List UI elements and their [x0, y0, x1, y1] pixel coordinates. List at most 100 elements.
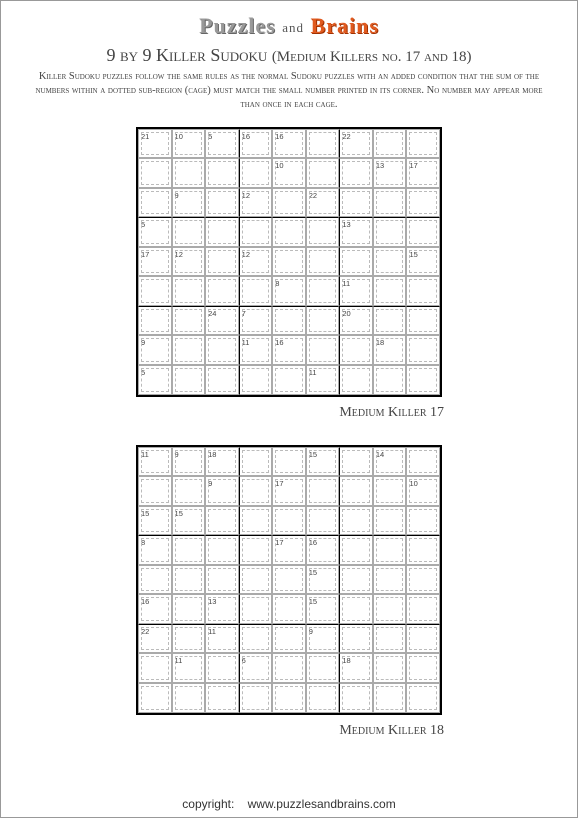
- sudoku-cell: [339, 476, 373, 506]
- sudoku-cell: [406, 188, 440, 218]
- cage-sum: 15: [309, 450, 317, 459]
- sudoku-cell: [272, 506, 306, 536]
- cage-sum: 17: [275, 479, 283, 488]
- sudoku-cell: 17: [272, 535, 306, 565]
- cage-sum: 17: [409, 161, 417, 170]
- sudoku-cell: 17: [406, 158, 440, 188]
- sudoku-cell: [406, 653, 440, 683]
- sudoku-cell: [205, 247, 239, 277]
- sudoku-cell: 15: [172, 506, 206, 536]
- sudoku-cell: [272, 217, 306, 247]
- sudoku-cell: [406, 624, 440, 654]
- cage-sum: 11: [208, 627, 216, 636]
- sudoku-cell: [339, 247, 373, 277]
- sudoku-cell: [239, 535, 273, 565]
- sudoku-cell: [272, 188, 306, 218]
- sudoku-cell: 15: [306, 447, 340, 477]
- sudoku-cell: [406, 535, 440, 565]
- cage-sum: 9: [175, 450, 179, 459]
- sudoku-cell: [373, 217, 407, 247]
- sudoku-cell: 24: [205, 306, 239, 336]
- sudoku-cell: [205, 158, 239, 188]
- sudoku-cell: 13: [339, 217, 373, 247]
- sudoku-cell: [205, 506, 239, 536]
- sudoku-cell: [172, 158, 206, 188]
- sudoku-cell: 18: [373, 335, 407, 365]
- sudoku-cell: [373, 653, 407, 683]
- sudoku-cell: [306, 653, 340, 683]
- sudoku-cell: [172, 565, 206, 595]
- sudoku-cell: 17: [138, 247, 172, 277]
- sudoku-cell: [172, 306, 206, 336]
- sudoku-cell: 9: [172, 447, 206, 477]
- sudoku-cell: [306, 476, 340, 506]
- sudoku-cell: 15: [406, 247, 440, 277]
- sudoku-cell: [205, 365, 239, 395]
- sudoku-cell: 6: [239, 653, 273, 683]
- cage-sum: 11: [342, 279, 350, 288]
- sudoku-cell: 10: [272, 158, 306, 188]
- sudoku-cell: 21: [138, 129, 172, 159]
- sudoku-cell: 13: [373, 158, 407, 188]
- sudoku-cell: [239, 158, 273, 188]
- cage-sum: 11: [242, 338, 250, 347]
- sudoku-cell: [205, 276, 239, 306]
- cage-sum: 12: [242, 191, 250, 200]
- sudoku-cell: [272, 365, 306, 395]
- sudoku-cell: [272, 594, 306, 624]
- sudoku-cell: 9: [306, 624, 340, 654]
- sudoku-cell: 5: [205, 129, 239, 159]
- sudoku-cell: [339, 447, 373, 477]
- sudoku-cell: [239, 365, 273, 395]
- sudoku-cell: [306, 335, 340, 365]
- sudoku-cell: [406, 447, 440, 477]
- cage-sum: 15: [409, 250, 417, 259]
- sudoku-cell: [406, 594, 440, 624]
- sudoku-cell: 10: [172, 129, 206, 159]
- cage-sum: 9: [175, 191, 179, 200]
- cage-sum: 16: [141, 597, 149, 606]
- sudoku-cell: [339, 565, 373, 595]
- sudoku-cell: [138, 158, 172, 188]
- cage-sum: 22: [309, 191, 317, 200]
- sudoku-cell: [239, 447, 273, 477]
- sudoku-cell: 15: [306, 594, 340, 624]
- sudoku-cell: 8: [272, 276, 306, 306]
- sudoku-cell: [172, 217, 206, 247]
- sudoku-cell: 8: [138, 535, 172, 565]
- sudoku-cell: [205, 565, 239, 595]
- sudoku-cell: [239, 683, 273, 713]
- cage-sum: 9: [208, 479, 212, 488]
- cage-sum: 7: [242, 309, 246, 318]
- cage-sum: 22: [342, 132, 350, 141]
- sudoku-cell: 22: [138, 624, 172, 654]
- cage-sum: 18: [342, 656, 350, 665]
- sudoku-cell: 5: [138, 365, 172, 395]
- sudoku-cell: [205, 683, 239, 713]
- footer: copyright: www.puzzlesandbrains.com: [1, 797, 577, 811]
- cage-sum: 10: [275, 161, 283, 170]
- cage-sum: 5: [141, 220, 145, 229]
- sudoku-cell: [205, 335, 239, 365]
- cage-sum: 8: [275, 279, 279, 288]
- description-text: Killer Sudoku puzzles follow the same ru…: [25, 70, 553, 113]
- sudoku-cell: [272, 306, 306, 336]
- cage-sum: 16: [275, 338, 283, 347]
- sudoku-cell: 13: [205, 594, 239, 624]
- sudoku-cell: [406, 129, 440, 159]
- cage-sum: 12: [242, 250, 250, 259]
- sudoku-cell: [406, 683, 440, 713]
- cage-sum: 12: [175, 250, 183, 259]
- sudoku-cell: 9: [172, 188, 206, 218]
- sudoku-cell: [272, 565, 306, 595]
- caption-17: Medium Killer 17: [134, 405, 444, 421]
- sudoku-cell: [306, 683, 340, 713]
- title-sub: (Medium Killers no. 17 and 18): [272, 49, 472, 65]
- sudoku-cell: [373, 476, 407, 506]
- title-main: 9 by 9 Killer Sudoku: [106, 45, 267, 65]
- sudoku-cell: [172, 624, 206, 654]
- sudoku-cell: [373, 535, 407, 565]
- cage-sum: 11: [175, 656, 183, 665]
- sudoku-cell: 11: [205, 624, 239, 654]
- sudoku-cell: [339, 535, 373, 565]
